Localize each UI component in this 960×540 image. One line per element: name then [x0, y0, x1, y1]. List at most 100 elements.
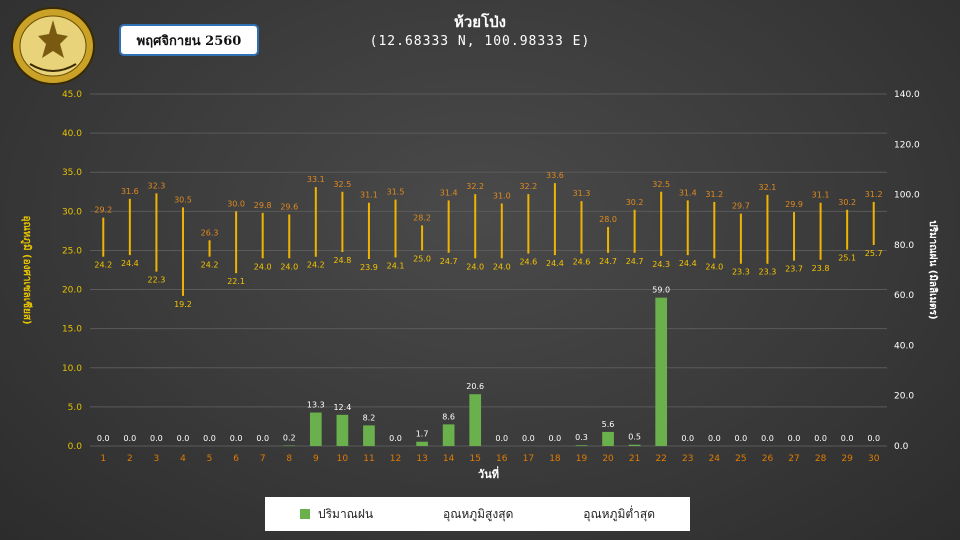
y-tick-left: 0.0	[68, 442, 83, 452]
tmin-data-label: 24.2	[307, 261, 325, 270]
y-tick-left: 15.0	[62, 325, 82, 335]
tmin-data-label: 23.3	[759, 268, 777, 277]
rain-data-label: 0.0	[123, 434, 136, 443]
rain-bar	[602, 431, 614, 446]
tmax-data-label: 31.3	[573, 189, 591, 198]
tmin-data-label: 24.8	[333, 256, 351, 265]
rain-data-label: 0.0	[522, 434, 535, 443]
rain-bar	[575, 445, 588, 446]
rain-data-label: 0.0	[97, 434, 110, 443]
month-label-box: พฤศจิกายน 2560	[119, 24, 259, 56]
tmax-data-label: 31.1	[360, 191, 378, 200]
tmin-data-label: 24.6	[573, 258, 591, 267]
x-tick-label: 30	[868, 454, 880, 464]
x-tick-label: 19	[576, 454, 588, 464]
y-tick-left: 45.0	[62, 90, 82, 100]
x-tick-label: 26	[762, 454, 774, 464]
x-tick-label: 25	[735, 454, 746, 464]
y-tick-right: 100.0	[894, 191, 920, 201]
rain-data-label: 0.3	[575, 433, 588, 442]
rain-data-label: 8.2	[363, 413, 376, 422]
legend-label-rain: ปริมาณฝน	[317, 506, 374, 521]
tmin-data-label: 23.8	[812, 264, 830, 273]
x-tick-label: 14	[443, 454, 455, 464]
tmax-data-label: 32.3	[148, 181, 166, 190]
tmax-data-label: 30.5	[174, 195, 192, 204]
rain-data-label: 0.0	[735, 434, 748, 443]
y-axis-label-left: อุณหภูมิ (องศาเซลเซียส)	[20, 215, 33, 324]
y-tick-left: 5.0	[68, 403, 83, 413]
tmax-data-label: 29.2	[94, 206, 112, 215]
tmax-data-label: 28.0	[599, 215, 617, 224]
tmax-data-label: 33.6	[546, 171, 564, 180]
x-tick-label: 17	[523, 454, 534, 464]
x-tick-label: 29	[841, 454, 853, 464]
rain-data-label: 0.0	[761, 434, 774, 443]
tmin-data-label: 24.0	[280, 262, 298, 271]
rain-data-label: 0.0	[549, 434, 562, 443]
x-tick-label: 2	[127, 454, 133, 464]
x-tick-label: 20	[602, 454, 614, 464]
rain-data-label: 0.0	[177, 434, 190, 443]
tmin-data-label: 24.1	[387, 261, 405, 270]
tmin-data-label: 23.3	[732, 268, 750, 277]
tmax-data-label: 29.8	[254, 201, 272, 210]
tmax-data-label: 29.9	[785, 200, 803, 209]
tmin-data-label: 22.3	[148, 276, 166, 285]
tmin-data-label: 24.4	[679, 259, 697, 268]
tmin-data-label: 24.0	[705, 262, 723, 271]
tmax-data-label: 26.3	[201, 228, 219, 237]
tmin-data-label: 24.3	[652, 260, 670, 269]
tmin-data-label: 24.0	[493, 262, 511, 271]
tmin-data-label: 24.0	[466, 262, 484, 271]
y-tick-right: 40.0	[894, 341, 914, 351]
tmin-data-label: 23.7	[785, 265, 803, 274]
x-tick-label: 21	[629, 454, 640, 464]
rain-data-label: 13.3	[307, 401, 325, 410]
rain-data-label: 0.0	[256, 434, 269, 443]
x-tick-label: 27	[788, 454, 799, 464]
x-tick-label: 4	[180, 454, 186, 464]
tmax-data-label: 31.2	[865, 190, 883, 199]
rain-data-label: 8.6	[442, 412, 455, 421]
x-tick-label: 28	[815, 454, 827, 464]
x-tick-label: 9	[313, 454, 319, 464]
rain-data-label: 0.0	[814, 434, 827, 443]
x-tick-label: 24	[709, 454, 721, 464]
tmax-data-label: 32.5	[652, 180, 670, 189]
month-label: พฤศจิกายน 2560	[136, 33, 242, 49]
legend-item-rain: ปริมาณฝน	[299, 505, 374, 524]
tmin-data-label: 19.2	[174, 300, 192, 309]
rain-data-label: 0.0	[681, 434, 694, 443]
legend-swatch-rain	[299, 509, 310, 519]
x-tick-label: 10	[337, 454, 349, 464]
rain-data-label: 0.0	[150, 434, 163, 443]
tmax-data-label: 29.6	[280, 202, 298, 211]
tmin-data-label: 24.0	[254, 262, 272, 271]
tmin-data-label: 24.7	[626, 257, 644, 266]
tmin-data-label: 22.1	[227, 277, 245, 286]
x-axis-label: วันที่	[478, 466, 499, 481]
y-tick-right: 20.0	[894, 392, 914, 402]
y-tick-left: 35.0	[62, 168, 82, 178]
tmax-data-label: 33.1	[307, 175, 325, 184]
y-tick-right: 60.0	[894, 291, 914, 301]
rain-bar	[469, 394, 482, 446]
legend-item-tmin: อุณหภูมิต่ำสุด	[583, 505, 655, 524]
x-tick-label: 3	[154, 454, 160, 464]
y-tick-left: 40.0	[62, 129, 82, 139]
tmax-data-label: 31.4	[679, 188, 697, 197]
y-tick-left: 20.0	[62, 286, 82, 296]
rain-bar	[283, 445, 296, 446]
rain-bar	[363, 425, 375, 446]
y-tick-right: 0.0	[894, 442, 909, 452]
x-tick-label: 1	[100, 454, 106, 464]
rain-data-label: 59.0	[652, 286, 670, 295]
rain-data-label: 0.0	[495, 434, 508, 443]
rain-data-label: 0.2	[283, 433, 296, 442]
rain-data-label: 0.0	[708, 434, 721, 443]
tmin-data-label: 24.2	[94, 261, 112, 270]
tmax-data-label: 32.2	[519, 182, 537, 191]
tmin-data-label: 24.7	[440, 257, 458, 266]
x-tick-label: 8	[286, 454, 292, 464]
